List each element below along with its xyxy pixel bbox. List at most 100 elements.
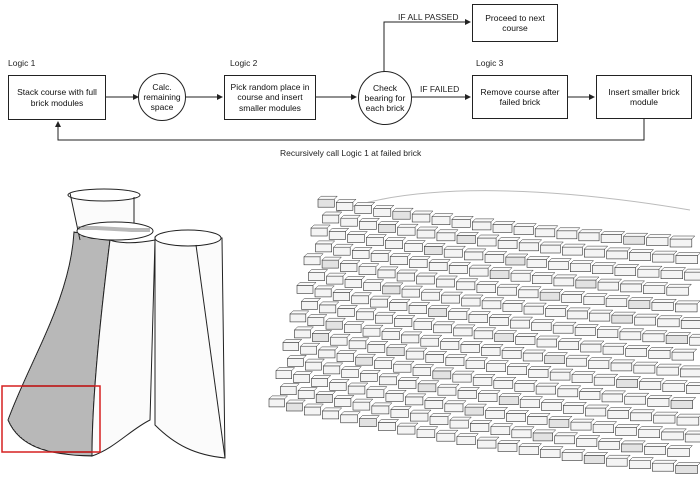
brick bbox=[680, 320, 700, 329]
brick bbox=[510, 272, 531, 282]
brick-top-face bbox=[329, 333, 351, 338]
proceed-text: Proceed to next course bbox=[485, 12, 545, 33]
brick bbox=[314, 288, 332, 298]
brick-top-face bbox=[661, 428, 687, 433]
brick-top-face bbox=[624, 392, 650, 397]
brick bbox=[311, 378, 329, 387]
brick bbox=[511, 429, 532, 439]
brick bbox=[425, 354, 444, 363]
brick bbox=[558, 341, 580, 350]
brick-top-face bbox=[492, 221, 516, 225]
brick-top-face bbox=[669, 235, 696, 240]
brick bbox=[323, 365, 341, 375]
brick bbox=[329, 381, 347, 391]
brick bbox=[598, 440, 620, 450]
brick-top-face bbox=[307, 314, 328, 318]
brick bbox=[473, 330, 494, 340]
stack-course-box: Stack course with full brick modules bbox=[8, 75, 106, 120]
stack-course-text: Stack course with full brick modules bbox=[17, 87, 97, 108]
brick bbox=[416, 429, 436, 439]
brick bbox=[423, 246, 443, 255]
brick bbox=[456, 235, 476, 244]
brick bbox=[308, 272, 325, 281]
brick bbox=[424, 400, 444, 409]
brick bbox=[628, 460, 651, 470]
brick-top-face bbox=[660, 267, 687, 271]
brick bbox=[354, 205, 372, 214]
brick bbox=[337, 308, 355, 317]
brick bbox=[330, 336, 348, 346]
brick bbox=[492, 224, 513, 233]
brick bbox=[531, 322, 552, 332]
brick-top-face bbox=[684, 430, 700, 435]
brick-top-face bbox=[548, 416, 573, 420]
brick bbox=[552, 324, 574, 334]
brick bbox=[341, 369, 359, 378]
brick-top-face bbox=[373, 205, 395, 209]
brick-top-face bbox=[393, 315, 416, 319]
brick bbox=[385, 392, 404, 402]
brick bbox=[282, 342, 299, 351]
brick-top-face bbox=[607, 407, 633, 411]
brick bbox=[303, 406, 321, 416]
brick bbox=[347, 385, 366, 395]
brick-top-face bbox=[417, 380, 440, 385]
brick bbox=[583, 296, 605, 306]
brick-top-face bbox=[431, 213, 454, 217]
brick-top-face bbox=[377, 221, 400, 225]
brick bbox=[413, 321, 432, 331]
brick-top-face bbox=[544, 305, 569, 309]
brick bbox=[377, 269, 396, 279]
brick-top-face bbox=[637, 265, 663, 270]
brick-top-face bbox=[341, 366, 362, 370]
brick-top-face bbox=[510, 269, 534, 274]
brick-top-face bbox=[662, 380, 689, 384]
brick-top-face bbox=[455, 278, 479, 283]
brick bbox=[665, 335, 688, 344]
brick bbox=[405, 350, 425, 360]
brick bbox=[465, 360, 485, 370]
brick bbox=[549, 371, 571, 381]
brick-top-face bbox=[539, 446, 564, 450]
brick bbox=[370, 253, 389, 262]
brick bbox=[592, 265, 614, 275]
brick-top-face bbox=[588, 309, 614, 314]
brick bbox=[472, 376, 493, 386]
brick-top-face bbox=[583, 293, 608, 297]
brick-top-face bbox=[518, 443, 543, 447]
brick-top-face bbox=[311, 330, 333, 334]
brick bbox=[674, 303, 698, 313]
brick bbox=[535, 385, 556, 395]
brick-top-face bbox=[325, 272, 347, 277]
brick-top-face bbox=[532, 429, 557, 434]
brick bbox=[333, 246, 351, 256]
brick bbox=[460, 344, 480, 353]
brick bbox=[519, 399, 540, 409]
brick bbox=[312, 333, 329, 342]
brick-top-face bbox=[463, 248, 487, 253]
brick-top-face bbox=[373, 357, 396, 361]
brick bbox=[444, 403, 464, 413]
brick-top-face bbox=[648, 347, 674, 351]
brick bbox=[684, 271, 700, 281]
if-failed-label: IF FAILED bbox=[420, 84, 460, 94]
brick-top-face bbox=[527, 366, 552, 370]
brick-top-face bbox=[351, 247, 373, 251]
brick-top-face bbox=[377, 266, 399, 271]
brick bbox=[638, 429, 661, 439]
brick bbox=[481, 300, 502, 310]
brick bbox=[644, 445, 667, 455]
brick bbox=[326, 275, 344, 285]
brick bbox=[355, 356, 373, 366]
brick-top-face bbox=[335, 199, 357, 203]
brick bbox=[561, 246, 583, 256]
brick bbox=[457, 390, 477, 399]
brick bbox=[485, 409, 505, 419]
brick-top-face bbox=[337, 305, 359, 309]
brick bbox=[580, 343, 602, 353]
brick-top-face bbox=[363, 279, 385, 283]
brick-top-face bbox=[685, 382, 700, 386]
brick-top-face bbox=[539, 241, 564, 246]
brick-top-face bbox=[511, 426, 535, 431]
brick bbox=[669, 238, 693, 248]
